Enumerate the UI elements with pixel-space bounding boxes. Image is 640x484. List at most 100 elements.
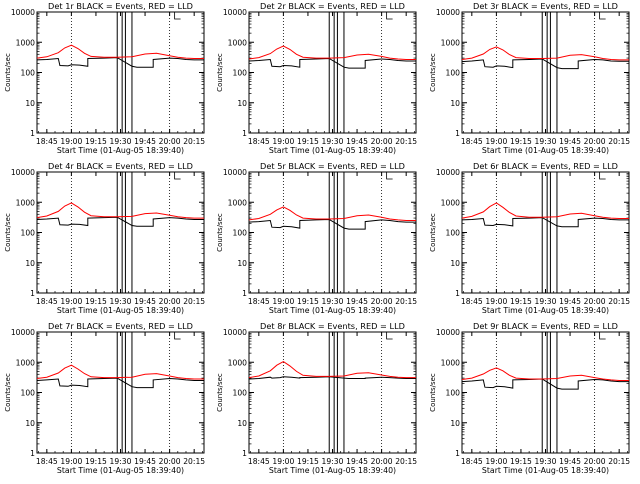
- data-gap-marker: [124, 331, 133, 454]
- x-tick-label: 19:45: [346, 137, 368, 146]
- panel-title: Det 1r BLACK = Events, RED = LLD: [48, 1, 193, 11]
- data-gap-marker: [328, 331, 335, 454]
- x-tick-label: 19:30: [535, 297, 557, 306]
- y-tick-label: 10000: [436, 328, 460, 337]
- x-tick-label: 19:45: [346, 457, 368, 466]
- x-tick-label: 19:00: [272, 137, 294, 146]
- series-line-events: [36, 377, 204, 389]
- x-tick-label: 20:15: [183, 457, 205, 466]
- plot-frame: [36, 11, 205, 134]
- x-tick-label: 18:45: [36, 457, 58, 466]
- y-tick-label: 100: [446, 69, 461, 78]
- y-tick-label: 1: [455, 449, 460, 458]
- x-tick-label: 18:45: [248, 137, 270, 146]
- data-gap-marker: [116, 171, 123, 294]
- series-line-lld: [36, 202, 204, 219]
- panel-det-3: Det 3r BLACK = Events, RED = LLD 1 10 100 10…: [429, 1, 630, 155]
- series-line-lld: [461, 202, 629, 219]
- y-tick-label: 10: [450, 259, 460, 268]
- x-tick-label: 19:00: [485, 137, 507, 146]
- x-tick-label: 19:00: [60, 457, 82, 466]
- y-tick-label: 1: [30, 129, 35, 138]
- y-tick-label: 1: [455, 289, 460, 298]
- x-axis-label: Start Time (01-Aug-05 18:39:40): [482, 306, 609, 315]
- series-line-events: [461, 217, 629, 228]
- series-line-events: [36, 216, 204, 227]
- y-tick-label: 10: [25, 419, 35, 428]
- data-gap-marker: [328, 171, 335, 294]
- y-tick-label: 100: [446, 229, 461, 238]
- x-tick-label: 18:45: [248, 297, 270, 306]
- x-tick-label: 19:30: [110, 137, 132, 146]
- panel-det-9: Det 9r BLACK = Events, RED = LLD 1 10 100 10…: [429, 321, 630, 475]
- x-tick-label: 18:45: [36, 137, 58, 146]
- x-tick-label: 19:30: [322, 137, 344, 146]
- y-tick-label: 10: [237, 259, 247, 268]
- panel-title: Det 7r BLACK = Events, RED = LLD: [48, 321, 193, 331]
- panel-title: Det 6r BLACK = Events, RED = LLD: [473, 161, 618, 171]
- data-gap-marker: [549, 11, 558, 134]
- y-tick-label: 10: [25, 99, 35, 108]
- series-line-lld: [248, 206, 416, 221]
- data-gap-marker: [124, 11, 133, 134]
- y-axis-label: Counts/sec: [216, 213, 224, 252]
- corner-marker: [174, 12, 181, 20]
- corner-marker: [599, 12, 606, 20]
- panel-det-6: Det 6r BLACK = Events, RED = LLD 1 10 100 10…: [429, 161, 630, 315]
- x-tick-label: 19:15: [510, 457, 532, 466]
- y-tick-label: 1000: [228, 358, 247, 367]
- y-tick-label: 10: [450, 419, 460, 428]
- data-gap-marker: [541, 331, 548, 454]
- data-gap-marker: [336, 11, 345, 134]
- x-tick-label: 19:00: [485, 297, 507, 306]
- y-tick-label: 1: [242, 289, 247, 298]
- y-tick-label: 1000: [441, 358, 460, 367]
- x-tick-label: 18:45: [461, 297, 483, 306]
- x-tick-label: 20:15: [183, 137, 205, 146]
- y-tick-label: 100: [21, 229, 36, 238]
- y-axis-label: Counts/sec: [216, 373, 224, 412]
- data-gap-marker: [336, 171, 345, 294]
- series-line-events: [36, 57, 204, 68]
- x-tick-label: 20:00: [371, 297, 393, 306]
- x-tick-label: 19:15: [510, 137, 532, 146]
- y-tick-label: 1000: [228, 198, 247, 207]
- y-axis-label: Counts/sec: [429, 53, 437, 92]
- y-tick-label: 100: [446, 389, 461, 398]
- y-tick-label: 100: [233, 389, 248, 398]
- data-gap-marker: [116, 331, 123, 454]
- y-tick-label: 1000: [441, 198, 460, 207]
- x-axis-label: Start Time (01-Aug-05 18:39:40): [57, 466, 184, 475]
- x-tick-label: 18:45: [248, 457, 270, 466]
- x-axis-label: Start Time (01-Aug-05 18:39:40): [269, 146, 396, 155]
- data-gap-marker: [328, 11, 335, 134]
- data-gap-marker: [541, 11, 548, 134]
- panel-title: Det 9r BLACK = Events, RED = LLD: [473, 321, 618, 331]
- plot-frame: [248, 171, 417, 294]
- data-gap-marker: [116, 11, 123, 134]
- series-line-events: [248, 218, 416, 230]
- series-line-lld: [36, 44, 204, 59]
- y-tick-label: 10000: [223, 8, 247, 17]
- x-axis-label: Start Time (01-Aug-05 18:39:40): [482, 146, 609, 155]
- x-tick-label: 19:00: [272, 457, 294, 466]
- y-tick-label: 10: [237, 419, 247, 428]
- y-tick-label: 100: [233, 229, 248, 238]
- series-line-lld: [461, 46, 629, 61]
- x-tick-label: 20:00: [371, 457, 393, 466]
- x-tick-label: 19:45: [134, 137, 156, 146]
- y-tick-label: 10000: [223, 168, 247, 177]
- y-axis-label: Counts/sec: [4, 53, 12, 92]
- x-tick-label: 19:00: [485, 457, 507, 466]
- x-axis-label: Start Time (01-Aug-05 18:39:40): [57, 146, 184, 155]
- x-tick-label: 19:30: [322, 297, 344, 306]
- panel-det-5: Det 5r BLACK = Events, RED = LLD 1 10 100 10…: [216, 161, 417, 315]
- y-tick-label: 10000: [436, 8, 460, 17]
- x-tick-label: 20:15: [395, 297, 417, 306]
- x-tick-label: 19:30: [322, 457, 344, 466]
- y-axis-label: Counts/sec: [4, 213, 12, 252]
- panel-det-2: Det 2r BLACK = Events, RED = LLD 1 10 100 10…: [216, 1, 417, 155]
- x-tick-label: 18:45: [461, 457, 483, 466]
- data-gap-marker: [549, 171, 558, 294]
